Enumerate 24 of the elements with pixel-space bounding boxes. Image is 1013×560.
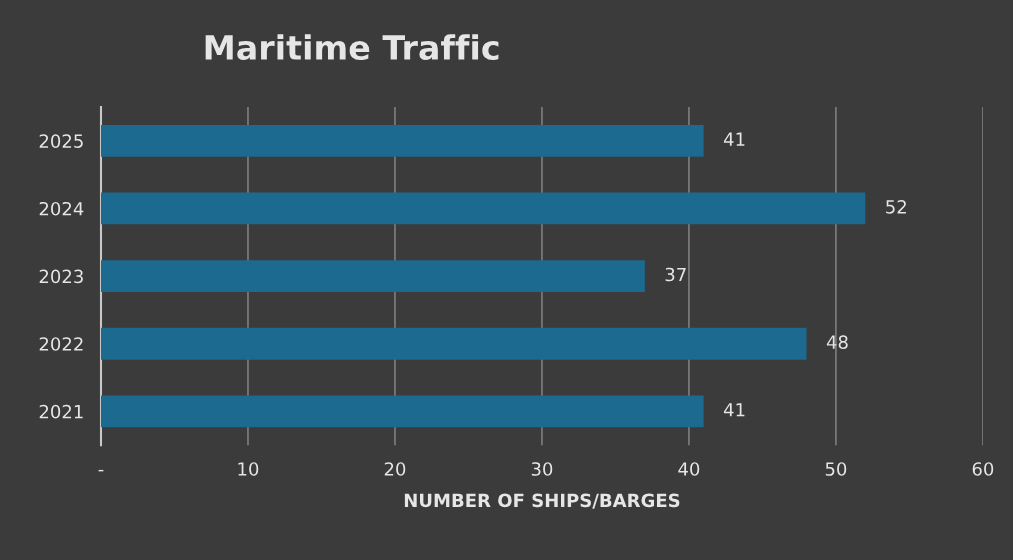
x-axis-title: NUMBER OF SHIPS/BARGES — [404, 493, 680, 509]
x-tick-label: - — [98, 469, 104, 472]
data-label: 37 — [665, 267, 686, 282]
y-tick-label: 2025 — [39, 134, 83, 148]
x-tick-label: 20 — [384, 462, 406, 476]
bar — [101, 124, 704, 157]
x-tick-label: 50 — [825, 462, 847, 476]
chart-title: Maritime Traffic — [205, 34, 499, 61]
data-label: 48 — [826, 335, 848, 349]
y-tick-label: 2023 — [39, 269, 83, 284]
bar — [101, 192, 866, 225]
x-tick-label: 10 — [238, 462, 259, 476]
y-tick-label: 2021 — [39, 404, 83, 419]
data-label: 41 — [723, 132, 745, 146]
bar — [101, 327, 807, 360]
x-tick-label: 30 — [531, 462, 553, 476]
y-tick-label: 2024 — [39, 201, 84, 216]
x-tick-label: 40 — [678, 462, 700, 476]
data-label: 52 — [886, 200, 906, 214]
x-tick-label: 60 — [972, 462, 994, 476]
data-label: 41 — [723, 403, 745, 417]
bar — [101, 395, 704, 428]
y-tick-label: 2022 — [39, 337, 83, 351]
bar — [101, 260, 645, 292]
